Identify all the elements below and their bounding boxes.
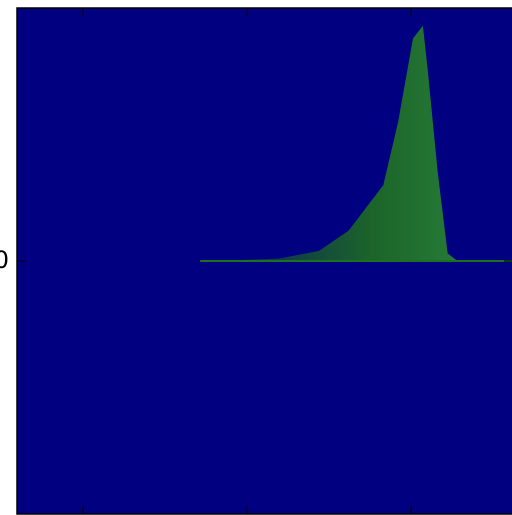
- plot: [17, 8, 512, 514]
- x-ticks: [82, 8, 412, 514]
- y-tick-label: 0: [0, 246, 9, 274]
- density-area: [200, 25, 512, 262]
- axes-frame: [16, 7, 512, 515]
